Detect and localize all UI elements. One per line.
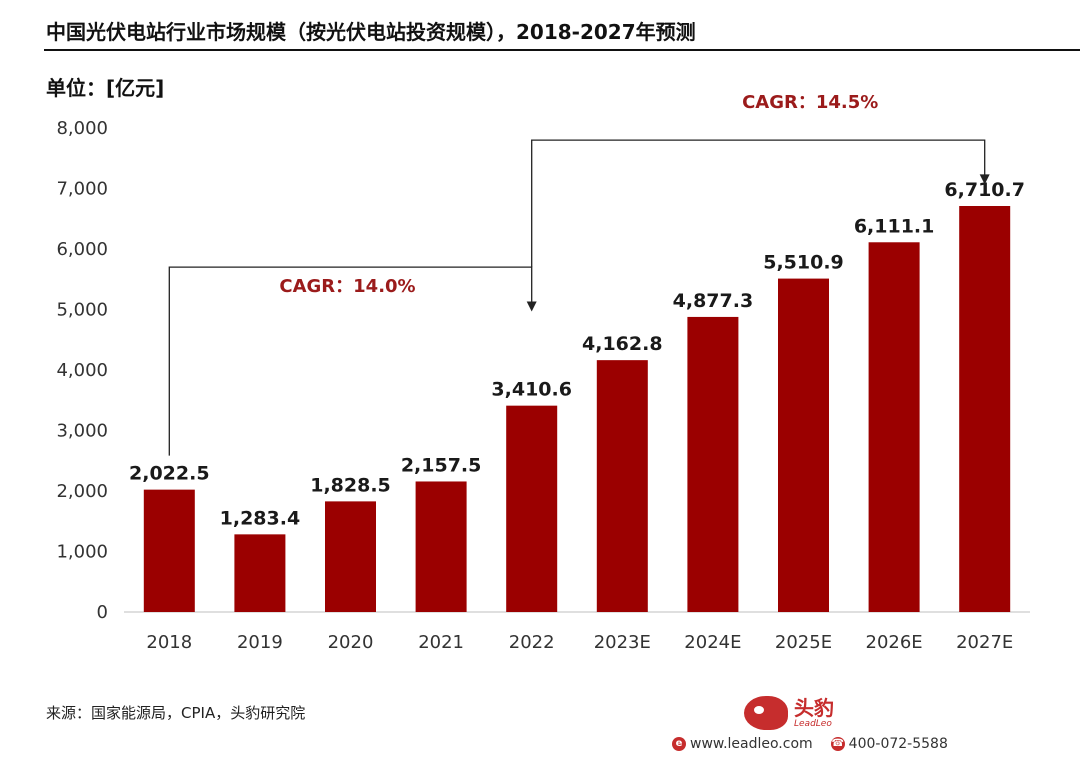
x-tick-label: 2022 — [509, 632, 555, 653]
phone-icon: ☎ — [830, 737, 845, 751]
bar-value-label: 6,710.7 — [944, 179, 1025, 201]
x-tick-label: 2019 — [237, 632, 283, 653]
bar — [325, 501, 376, 612]
chart-title: 中国光伏电站行业市场规模（按光伏电站投资规模），2018-2027年预测 — [46, 20, 696, 44]
y-tick-label: 1,000 — [56, 542, 108, 563]
bar-value-label: 1,828.5 — [310, 474, 391, 496]
web-icon: e — [672, 737, 686, 751]
y-tick-label: 0 — [97, 602, 108, 623]
bar — [687, 316, 739, 612]
x-tick-label: 2018 — [146, 632, 192, 653]
bar — [778, 278, 829, 612]
bar-value-label: 6,111.1 — [854, 215, 935, 237]
bar — [506, 405, 558, 612]
source-note: 来源：国家能源局，CPIA，头豹研究院 — [46, 704, 306, 722]
y-tick-label: 4,000 — [56, 360, 108, 381]
x-tick-label: 2024E — [684, 632, 741, 653]
x-tick-label: 2023E — [594, 632, 651, 653]
bar-value-label: 3,410.6 — [491, 379, 572, 401]
y-tick-label: 5,000 — [56, 300, 108, 321]
x-tick-label: 2026E — [866, 632, 923, 653]
y-tick-label: 8,000 — [56, 118, 108, 139]
cagr-arrow-2 — [979, 174, 990, 185]
y-tick-label: 6,000 — [56, 239, 108, 260]
bar — [868, 242, 920, 612]
x-tick-label: 2025E — [775, 632, 832, 653]
phone-number: 400-072-5588 — [848, 736, 948, 752]
bar-value-label: 5,510.9 — [763, 252, 844, 274]
logo-cn-text: 头豹 — [794, 695, 834, 720]
bar — [143, 489, 195, 612]
cagr-label-1: CAGR：14.0% — [279, 276, 415, 297]
y-tick-label: 2,000 — [56, 481, 108, 502]
title-divider — [44, 49, 1080, 51]
cagr-connector-2 — [531, 139, 986, 268]
y-tick-label: 3,000 — [56, 421, 108, 442]
website-link[interactable]: www.leadleo.com — [690, 736, 813, 752]
bar-value-label: 2,157.5 — [401, 454, 482, 476]
bar — [234, 534, 286, 612]
bar-value-label: 2,022.5 — [129, 463, 210, 485]
logo-en-text: LeadLeo — [794, 718, 832, 729]
x-tick-label: 2027E — [956, 632, 1013, 653]
bar-chart: 0 1,000 2,000 3,000 4,000 5,000 6,000 7,000 8,00… — [56, 92, 1030, 653]
bar — [959, 206, 1011, 612]
leadleo-logo: 头豹 LeadLeo — [744, 696, 834, 730]
leopard-icon — [744, 696, 788, 730]
contact-info: e www.leadleo.com ☎ 400-072-5588 — [672, 736, 948, 752]
unit-label: 单位：[亿元] — [46, 76, 165, 100]
bar — [596, 360, 648, 612]
y-tick-label: 7,000 — [56, 179, 108, 200]
cagr-connector-1 — [168, 266, 533, 456]
bar-value-label: 4,162.8 — [582, 333, 663, 355]
bar — [415, 481, 467, 612]
x-tick-label: 2020 — [328, 632, 374, 653]
cagr-label-2: CAGR：14.5% — [742, 92, 878, 113]
cagr-arrow-1 — [526, 301, 537, 312]
bar-value-label: 4,877.3 — [673, 290, 754, 312]
x-tick-label: 2021 — [418, 632, 464, 653]
bar-value-label: 1,283.4 — [220, 507, 301, 529]
